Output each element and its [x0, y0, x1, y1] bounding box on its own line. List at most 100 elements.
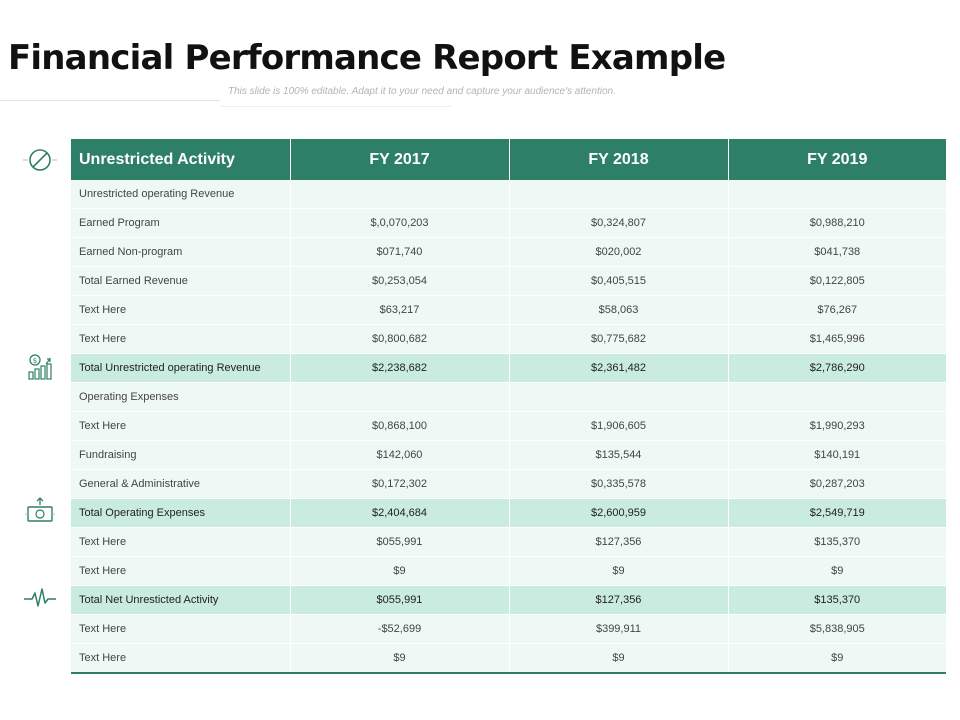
total-row: Total Operating Expenses $2,404,684 $2,6…: [71, 498, 946, 528]
row-label: Total Net Unresticted Activity: [71, 585, 291, 615]
table-row: General & Administrative $0,172,302 $0,3…: [71, 469, 946, 499]
header-unrestricted-activity: Unrestricted Activity: [71, 139, 291, 180]
cell-fy2018: $9: [509, 643, 729, 674]
cell-fy2018: $127,356: [509, 527, 729, 557]
cell-fy2017: $,0,070,203: [290, 208, 510, 238]
cell-fy2019: $1,465,996: [728, 324, 946, 354]
cell-fy2017: -$52,699: [290, 614, 510, 644]
cell-fy2018: $58,063: [509, 295, 729, 325]
row-label: Text Here: [71, 643, 291, 674]
cell-fy2018: $0,335,578: [509, 469, 729, 499]
cell-fy2017: $2,404,684: [290, 498, 510, 528]
cell-fy2017: $9: [290, 556, 510, 586]
header-fy2018: FY 2018: [509, 139, 729, 180]
table-row: Earned Non-program $071,740 $020,002 $04…: [71, 237, 946, 267]
cell-fy2019: [728, 180, 946, 209]
cell-fy2018: $2,361,482: [509, 353, 729, 383]
cell-fy2019: $5,838,905: [728, 614, 946, 644]
cell-fy2017: $2,238,682: [290, 353, 510, 383]
table-row: Total Earned Revenue $0,253,054 $0,405,5…: [71, 266, 946, 296]
row-label: General & Administrative: [71, 469, 291, 499]
cell-fy2017: [290, 180, 510, 209]
cell-fy2018: $020,002: [509, 237, 729, 267]
cell-fy2017: $63,217: [290, 295, 510, 325]
row-label: Fundraising: [71, 440, 291, 470]
row-label: Text Here: [71, 324, 291, 354]
row-label: Text Here: [71, 556, 291, 586]
table-header-row: Unrestricted Activity FY 2017 FY 2018 FY…: [71, 139, 946, 180]
cell-fy2019: [728, 382, 946, 412]
cell-fy2018: $0,775,682: [509, 324, 729, 354]
row-label: Text Here: [71, 527, 291, 557]
row-label: Text Here: [71, 411, 291, 441]
cell-fy2018: $0,405,515: [509, 266, 729, 296]
cell-fy2019: $9: [728, 556, 946, 586]
page-title: Financial Performance Report Example: [8, 38, 726, 78]
table-row: Operating Expenses: [71, 382, 946, 412]
table-row: Unrestricted operating Revenue: [71, 180, 946, 209]
row-label: Earned Non-program: [71, 237, 291, 267]
header-fy2017: FY 2017: [290, 139, 510, 180]
svg-text:$: $: [33, 357, 37, 365]
cell-fy2017: $055,991: [290, 527, 510, 557]
heartbeat-icon: [22, 584, 58, 614]
no-sign-icon: [22, 145, 58, 175]
total-row: Total Net Unresticted Activity $055,991 …: [71, 585, 946, 615]
cell-fy2018: $2,600,959: [509, 498, 729, 528]
table-row: Text Here $055,991 $127,356 $135,370: [71, 527, 946, 557]
cell-fy2018: $135,544: [509, 440, 729, 470]
cell-fy2018: $127,356: [509, 585, 729, 615]
table-row: Text Here $63,217 $58,063 $76,267: [71, 295, 946, 325]
cell-fy2017: $0,253,054: [290, 266, 510, 296]
table-row: Text Here $0,800,682 $0,775,682 $1,465,9…: [71, 324, 946, 354]
table-row: Earned Program $,0,070,203 $0,324,807 $0…: [71, 208, 946, 238]
row-label: Text Here: [71, 295, 291, 325]
cell-fy2017: $071,740: [290, 237, 510, 267]
table-row: Text Here $9 $9 $9: [71, 643, 946, 674]
cell-fy2018: $9: [509, 556, 729, 586]
cell-fy2019: $2,786,290: [728, 353, 946, 383]
cell-fy2017: $0,172,302: [290, 469, 510, 499]
cell-fy2017: $055,991: [290, 585, 510, 615]
row-label: Total Earned Revenue: [71, 266, 291, 296]
cell-fy2019: $0,988,210: [728, 208, 946, 238]
cell-fy2019: $1,990,293: [728, 411, 946, 441]
cell-fy2019: $135,370: [728, 585, 946, 615]
row-label: Text Here: [71, 614, 291, 644]
header-fy2019: FY 2019: [728, 139, 946, 180]
row-label: Earned Program: [71, 208, 291, 238]
table-row: Text Here $0,868,100 $1,906,605 $1,990,2…: [71, 411, 946, 441]
financial-report-table: Unrestricted Activity FY 2017 FY 2018 FY…: [71, 139, 946, 674]
table-row: Fundraising $142,060 $135,544 $140,191: [71, 440, 946, 470]
cell-fy2018: [509, 180, 729, 209]
subtitle-divider: [0, 100, 220, 101]
subtitle-underline: [220, 106, 452, 107]
row-label: Total Unrestricted operating Revenue: [71, 353, 291, 383]
growth-chart-icon: $: [22, 352, 58, 382]
cell-fy2017: $9: [290, 643, 510, 674]
cell-fy2019: $135,370: [728, 527, 946, 557]
cell-fy2019: $0,122,805: [728, 266, 946, 296]
cell-fy2019: $041,738: [728, 237, 946, 267]
cell-fy2018: $399,911: [509, 614, 729, 644]
cell-fy2018: [509, 382, 729, 412]
money-bill-icon: [22, 496, 58, 526]
cell-fy2017: $0,800,682: [290, 324, 510, 354]
table-row: Text Here $9 $9 $9: [71, 556, 946, 586]
cell-fy2019: $76,267: [728, 295, 946, 325]
cell-fy2019: $2,549,719: [728, 498, 946, 528]
row-label: Total Operating Expenses: [71, 498, 291, 528]
cell-fy2017: [290, 382, 510, 412]
row-label: Operating Expenses: [71, 382, 291, 412]
row-label: Unrestricted operating Revenue: [71, 180, 291, 209]
cell-fy2018: $1,906,605: [509, 411, 729, 441]
cell-fy2018: $0,324,807: [509, 208, 729, 238]
table-row: Text Here -$52,699 $399,911 $5,838,905: [71, 614, 946, 644]
cell-fy2017: $0,868,100: [290, 411, 510, 441]
cell-fy2017: $142,060: [290, 440, 510, 470]
total-row: Total Unrestricted operating Revenue $2,…: [71, 353, 946, 383]
cell-fy2019: $9: [728, 643, 946, 674]
page-subtitle: This slide is 100% editable. Adapt it to…: [228, 86, 616, 97]
cell-fy2019: $0,287,203: [728, 469, 946, 499]
cell-fy2019: $140,191: [728, 440, 946, 470]
